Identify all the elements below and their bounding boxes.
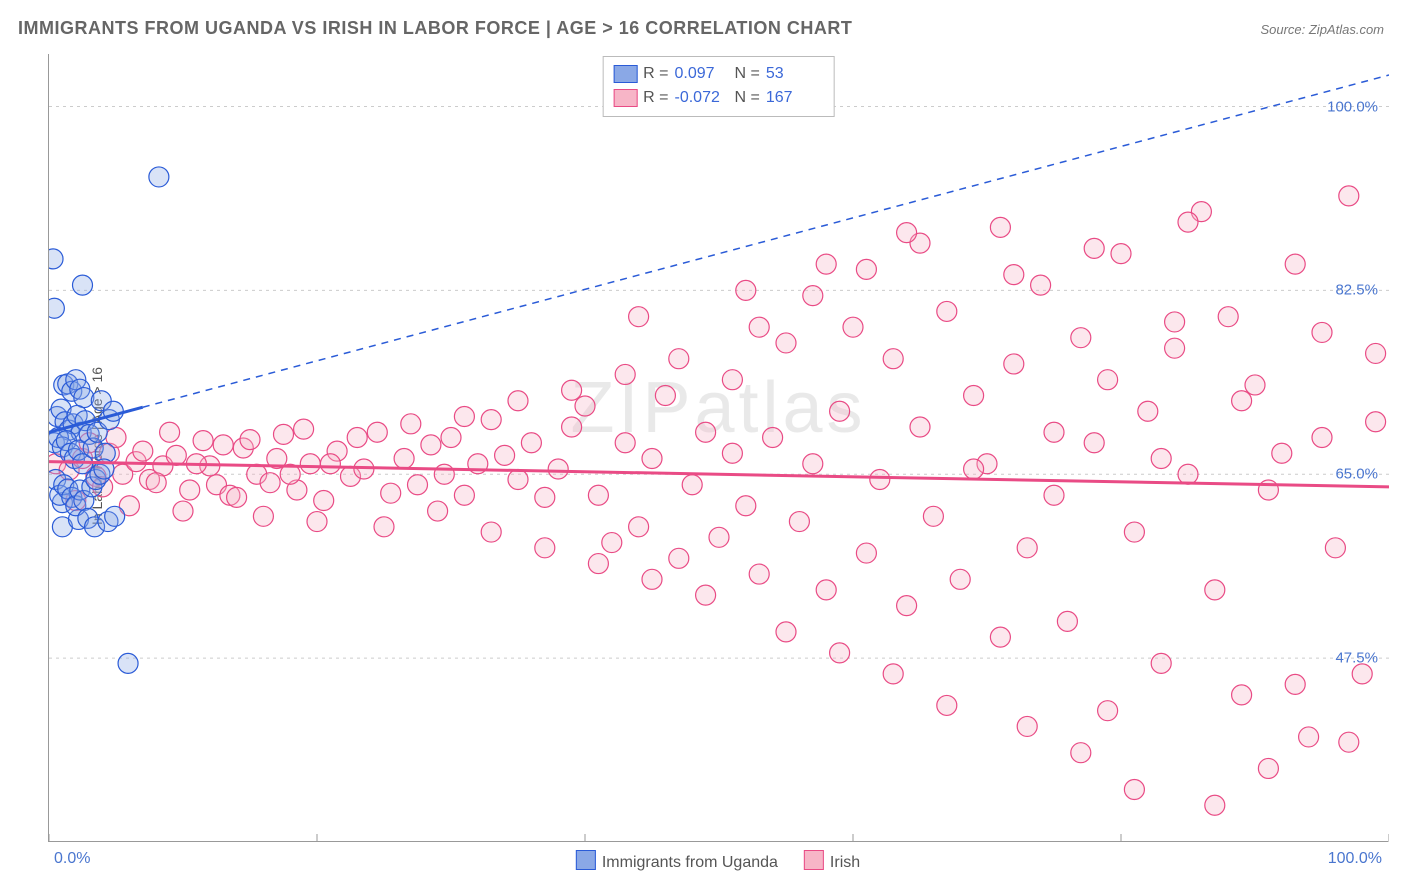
correlation-legend: R = 0.097 N = 53 R = -0.072 N = 167 [602, 56, 835, 117]
stat-label-n: N = [735, 62, 760, 86]
legend-label-irish: Irish [830, 854, 860, 871]
stat-r-irish: -0.072 [675, 86, 729, 110]
y-tick-label: 100.0% [1327, 98, 1378, 115]
y-tick-label: 82.5% [1335, 282, 1378, 299]
chart-page: IMMIGRANTS FROM UGANDA VS IRISH IN LABOR… [0, 0, 1406, 892]
swatch-uganda-bottom [576, 850, 596, 870]
scatter-plot-svg [49, 54, 1389, 842]
stat-label-r: R = [643, 62, 668, 86]
chart-frame: ZIPatlas 47.5%65.0%82.5%100.0% R = 0.097… [48, 54, 1388, 842]
stat-label-n: N = [735, 86, 760, 110]
x-max-label: 100.0% [1328, 850, 1382, 868]
source-attribution: Source: ZipAtlas.com [1260, 22, 1384, 37]
legend-row-uganda: R = 0.097 N = 53 [613, 62, 820, 86]
swatch-irish [613, 89, 637, 107]
x-axis-labels: 0.0% Immigrants from Uganda Irish 100.0% [48, 850, 1388, 874]
stat-r-uganda: 0.097 [675, 62, 729, 86]
x-min-label: 0.0% [54, 850, 90, 868]
swatch-uganda [613, 65, 637, 83]
stat-n-irish: 167 [766, 86, 820, 110]
legend-row-irish: R = -0.072 N = 167 [613, 86, 820, 110]
legend-label-uganda: Immigrants from Uganda [602, 854, 778, 871]
legend-item-irish: Irish [804, 850, 860, 872]
swatch-irish-bottom [804, 850, 824, 870]
y-tick-label: 47.5% [1335, 650, 1378, 667]
stat-n-uganda: 53 [766, 62, 820, 86]
series-legend: Immigrants from Uganda Irish [576, 850, 860, 872]
chart-title: IMMIGRANTS FROM UGANDA VS IRISH IN LABOR… [18, 18, 852, 39]
y-tick-label: 65.0% [1335, 466, 1378, 483]
legend-item-uganda: Immigrants from Uganda [576, 850, 778, 872]
stat-label-r: R = [643, 86, 668, 110]
